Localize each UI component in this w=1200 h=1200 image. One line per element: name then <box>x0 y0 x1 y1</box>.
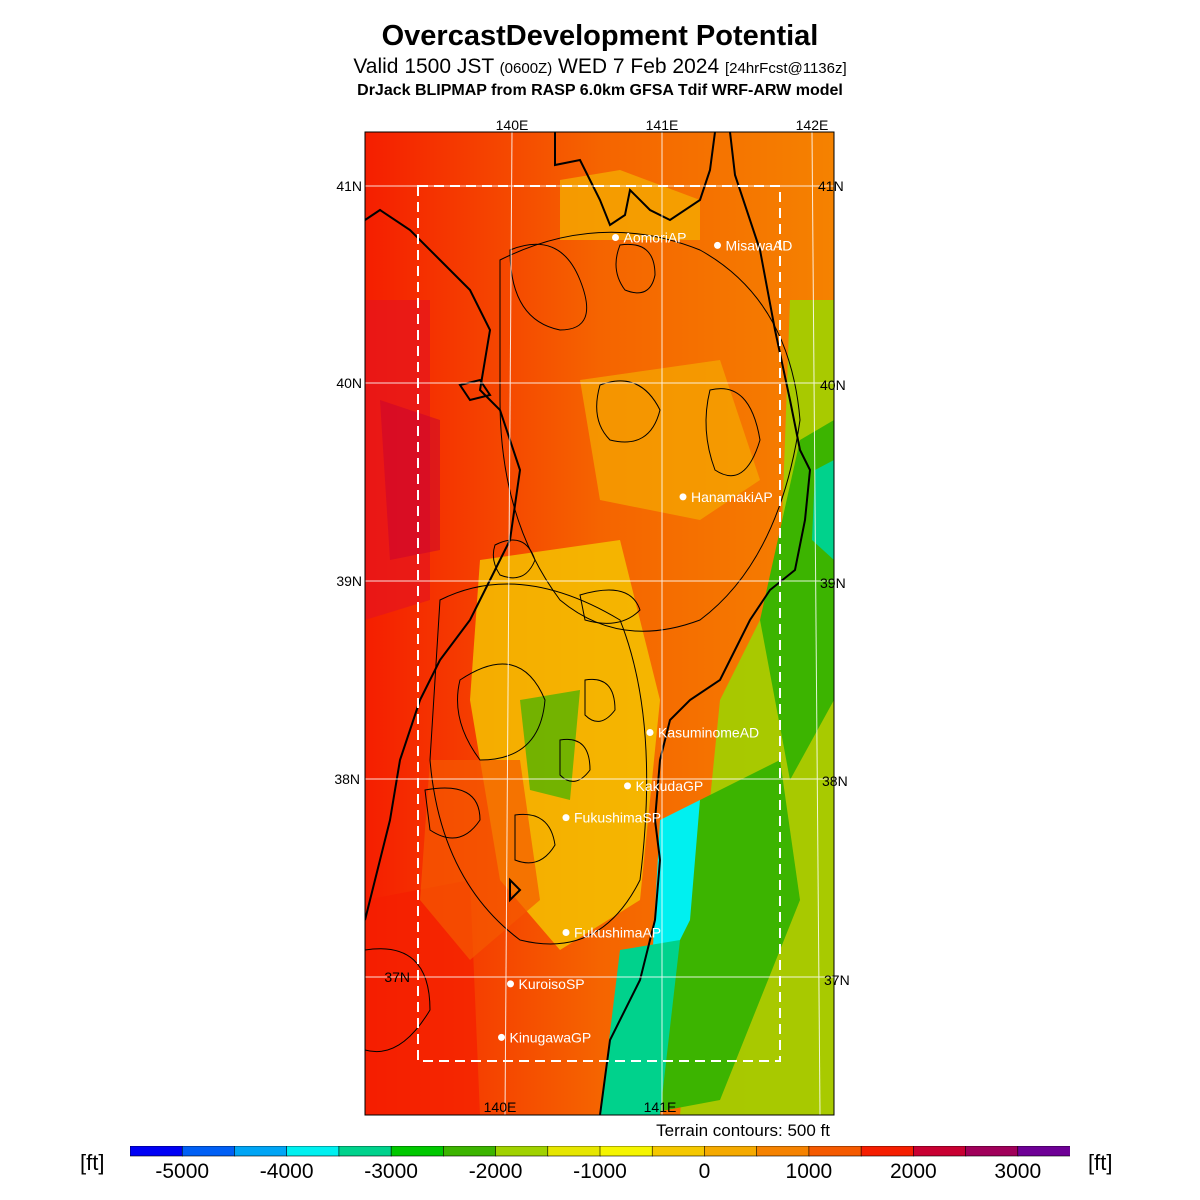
colorbar-tick-label: 3000 <box>994 1160 1042 1183</box>
forecast-info: [24hrFcst@1136z] <box>724 60 847 77</box>
colorbar-swatch <box>443 1146 497 1157</box>
site-label-kakudagp: KakudaGP <box>636 778 704 794</box>
site-dot-kinugawagp <box>498 1033 505 1041</box>
site-label-kasuminomead: KasuminomeAD <box>658 725 759 741</box>
site-dot-fukushimaap <box>562 929 570 936</box>
colorbar-tick-label: 0 <box>698 1160 711 1183</box>
model-info: DrJack BLIPMAP from RASP 6.0km GFSA Tdif… <box>357 82 843 99</box>
lat-label-left-40N: 40N <box>336 375 362 391</box>
site-label-fukushimaap: FukushimaAP <box>574 925 661 941</box>
colorbar-tick-label: 1000 <box>785 1160 833 1183</box>
colorbar-unit-right: [ft] <box>1088 1150 1113 1175</box>
lon-label-bottom-140E: 140E <box>484 1099 517 1115</box>
site-label-misawaad: MisawaAD <box>726 237 793 253</box>
valid-date: WED 7 Feb 2024 <box>558 55 720 78</box>
lat-label-right-38N: 38N <box>822 773 848 789</box>
colorbar-swatch <box>808 1146 862 1157</box>
site-label-kuroisosp: KuroisoSP <box>519 976 585 992</box>
coastline <box>365 132 812 1115</box>
colorbar-swatch <box>495 1146 549 1157</box>
lon-label-top-142E: 142E <box>796 117 829 133</box>
lat-label-left-41N: 41N <box>336 178 362 194</box>
lat-label-left-37N: 37N <box>384 969 410 985</box>
site-label-kinugawagp: KinugawaGP <box>510 1029 592 1045</box>
site-label-hanamakiap: HanamakiAP <box>691 489 773 505</box>
valid-utc: (0600Z) <box>499 60 553 77</box>
lat-label-right-39N: 39N <box>820 575 846 591</box>
colorbar-swatch <box>286 1146 340 1157</box>
colorbar-swatch <box>913 1146 967 1157</box>
inner-domain-box <box>417 185 781 1062</box>
colorbar-tick-label: -4000 <box>259 1160 314 1183</box>
colorbar-swatch <box>338 1146 392 1157</box>
colorbar-swatch <box>651 1146 706 1157</box>
terrain-contours <box>365 231 801 1053</box>
colorbar-tick-label: 2000 <box>889 1160 937 1183</box>
colorbar-swatch <box>599 1146 654 1157</box>
lat-label-right-40N: 40N <box>820 377 846 393</box>
lat-label-left-38N: 38N <box>334 771 360 787</box>
colorbar-tick-label: -5000 <box>155 1160 210 1183</box>
site-dot-fukushimasp <box>562 814 570 822</box>
site-dot-kuroisosp <box>507 980 514 988</box>
terrain-note: Terrain contours: 500 ft <box>656 1121 830 1140</box>
colorbar-tick-label: -2000 <box>468 1160 523 1183</box>
site-dot-hanamakiap <box>679 493 687 501</box>
colorbar-swatch <box>704 1146 758 1157</box>
site-label-aomoriap: AomoriAP <box>624 230 687 246</box>
site-dot-misawaad <box>714 241 721 249</box>
colorbar-swatch <box>547 1146 601 1157</box>
chart-title: OvercastDevelopment Potential <box>381 20 819 52</box>
lat-label-left-39N: 39N <box>336 573 362 589</box>
colorbar-swatch <box>756 1146 810 1157</box>
colorbar-swatch <box>1017 1146 1070 1157</box>
colorbar-swatch <box>965 1146 1019 1157</box>
site-dot-kakudagp <box>624 782 631 790</box>
site-markers: AomoriAP MisawaAD HanamakiAP KasuminomeAD Ka… <box>498 230 793 1045</box>
lat-label-right-41N: 41N <box>818 178 844 194</box>
lon-label-bottom-141E: 141E <box>644 1099 677 1115</box>
site-dot-aomoriap <box>612 234 619 241</box>
colorbar-tick-label: -3000 <box>364 1160 418 1183</box>
lon-label-top-140E: 140E <box>496 117 529 133</box>
site-label-fukushimasp: FukushimaSP <box>574 810 661 826</box>
map-frame <box>364 131 835 1116</box>
lat-label-right-37N: 37N <box>824 972 850 988</box>
colorbar-swatch <box>234 1146 288 1157</box>
lon-label-top-141E: 141E <box>646 117 679 133</box>
colorbar-swatch <box>390 1146 445 1157</box>
colorbar-unit-left: [ft] <box>80 1150 105 1175</box>
valid-time: Valid 1500 JST (0600Z) WED 7 Feb 2024 [2… <box>0 55 1200 79</box>
valid-prefix: Valid 1500 JST <box>353 55 494 78</box>
colorbar-swatch <box>860 1146 915 1157</box>
colorbar-swatch <box>130 1146 184 1157</box>
colorbar <box>130 1146 1070 1157</box>
site-dot-kasuminomead <box>646 729 654 736</box>
colorbar-swatch <box>181 1146 236 1157</box>
colorbar-tick-label: -1000 <box>573 1160 627 1183</box>
